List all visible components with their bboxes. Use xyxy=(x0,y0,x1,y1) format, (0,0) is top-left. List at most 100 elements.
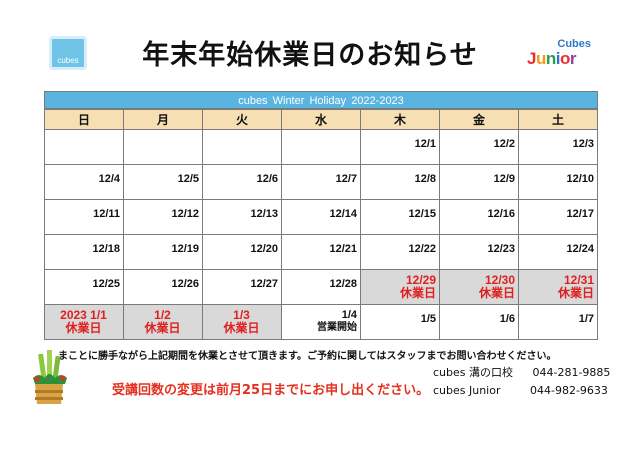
calendar-day-holiday: 1/3 休業日 xyxy=(202,304,282,340)
day-date: 12/14 xyxy=(329,208,357,220)
calendar-table: 日月火水木金土 12/1 12/2 12/3 12/4 12/5 12/6 12/7 12/8… xyxy=(44,109,598,340)
calendar-day-holiday: 2023 1/1 休業日 xyxy=(44,304,124,340)
calendar-week-row: 12/18 12/19 12/20 12/21 12/22 12/23 12/24 xyxy=(44,234,598,270)
day-date: 12/6 xyxy=(256,173,278,185)
cubes-junior-logo: Cubes Junior xyxy=(527,38,597,74)
calendar-day: 12/17 xyxy=(518,199,598,235)
calendar-week-row: 12/11 12/12 12/13 12/14 12/15 12/16 12/17 xyxy=(44,199,598,235)
kadomatsu-icon xyxy=(33,350,67,404)
calendar-day: 12/10 xyxy=(518,164,598,200)
junior-letter: r xyxy=(569,49,577,68)
calendar-day: 1/5 xyxy=(360,304,440,340)
calendar-day: 12/8 xyxy=(360,164,440,200)
day-date: 12/3 xyxy=(572,138,594,150)
day-date: 12/2 xyxy=(493,138,515,150)
page-title: 年末年始休業日のお知らせ xyxy=(142,40,478,71)
weekday-header-cell: 木 xyxy=(360,109,440,130)
calendar-day: 12/14 xyxy=(281,199,361,235)
calendar-day: 12/13 xyxy=(202,199,282,235)
calendar-day: 12/25 xyxy=(44,269,124,305)
weekday-header-cell: 月 xyxy=(123,109,203,130)
calendar-day: 12/18 xyxy=(44,234,124,270)
day-date: 12/22 xyxy=(408,243,436,255)
day-date: 12/12 xyxy=(171,208,199,220)
weekday-header-cell: 金 xyxy=(439,109,519,130)
calendar-day-holiday: 1/2 休業日 xyxy=(123,304,203,340)
day-date: 12/20 xyxy=(250,243,278,255)
reopen-label: 営業開始 xyxy=(317,322,357,333)
calendar-day: 12/1 xyxy=(360,129,440,165)
calendar-week-row: 2023 1/1 休業日 1/2 休業日 1/3 休業日 1/4 営業開始 1/5 1/6 1/7 xyxy=(44,304,598,340)
day-date: 12/15 xyxy=(408,208,436,220)
contact-mizonokuchi: cubes 溝の口校 044-281-9885 xyxy=(433,364,610,380)
weekday-header-cell: 日 xyxy=(44,109,124,130)
day-date: 12/1 xyxy=(414,138,436,150)
calendar-day: 12/2 xyxy=(439,129,519,165)
day-date: 12/17 xyxy=(566,208,594,220)
calendar-day: 12/9 xyxy=(439,164,519,200)
calendar-day: 12/4 xyxy=(44,164,124,200)
cubes-logo-text: cubes xyxy=(57,56,79,65)
day-date: 12/16 xyxy=(487,208,515,220)
calendar-body: 12/1 12/2 12/3 12/4 12/5 12/6 12/7 12/8 12/9 12/1… xyxy=(44,129,598,340)
cubes-junior-logo-top: Cubes xyxy=(557,38,591,50)
calendar-day: 12/28 xyxy=(281,269,361,305)
day-date: 12/29 xyxy=(405,273,436,287)
day-date: 2023 1/1 xyxy=(60,308,107,322)
holiday-calendar: cubes Winter Holiday 2022-2023 日月火水木金土 1… xyxy=(44,91,598,340)
day-date xyxy=(47,131,120,139)
day-date: 1/2 xyxy=(154,308,171,322)
closure-notice: まことに勝手ながら上記期間を休業とさせて頂きます。ご予約に関してはスタッフまでお… xyxy=(58,351,557,362)
calendar-week-row: 12/1 12/2 12/3 xyxy=(44,129,598,165)
calendar-day: 12/23 xyxy=(439,234,519,270)
calendar-day: 12/15 xyxy=(360,199,440,235)
calendar-day: 12/16 xyxy=(439,199,519,235)
calendar-day xyxy=(202,129,282,165)
day-date: 1/6 xyxy=(499,313,515,325)
day-date: 1/5 xyxy=(420,313,436,325)
day-date: 12/4 xyxy=(98,173,120,185)
junior-letter: u xyxy=(535,49,546,68)
day-date: 12/27 xyxy=(250,278,278,290)
holiday-label: 休業日 xyxy=(557,286,594,300)
day-date: 12/11 xyxy=(93,208,120,220)
calendar-day: 12/21 xyxy=(281,234,361,270)
calendar-day: 1/4 営業開始 xyxy=(281,304,361,340)
calendar-day-holiday: 12/31 休業日 xyxy=(518,269,598,305)
calendar-day: 12/3 xyxy=(518,129,598,165)
day-date: 12/7 xyxy=(335,173,357,185)
contact-name: cubes 溝の口校 xyxy=(433,366,513,379)
calendar-day: 1/7 xyxy=(518,304,598,340)
weekday-header-cell: 土 xyxy=(518,109,598,130)
calendar-day: 12/26 xyxy=(123,269,203,305)
calendar-week-row: 12/25 12/26 12/27 12/28 12/29 休業日 12/30 休業日 12/3… xyxy=(44,269,598,305)
day-date: 12/9 xyxy=(493,173,515,185)
junior-letter: i xyxy=(555,49,561,68)
contact-phone: 044-982-9633 xyxy=(530,384,608,397)
day-date: 12/25 xyxy=(92,278,120,290)
junior-letter: o xyxy=(559,49,570,68)
calendar-day xyxy=(44,129,124,165)
calendar-day: 12/11 xyxy=(44,199,124,235)
day-date: 1/3 xyxy=(233,308,250,322)
junior-letter: n xyxy=(545,49,556,68)
day-date: 12/10 xyxy=(566,173,594,185)
holiday-label: 休業日 xyxy=(65,321,102,335)
weekday-header-row: 日月火水木金土 xyxy=(44,109,598,130)
day-date: 12/24 xyxy=(566,243,594,255)
day-date: 12/23 xyxy=(487,243,515,255)
calendar-day: 12/24 xyxy=(518,234,598,270)
day-date xyxy=(126,131,199,139)
day-date: 12/30 xyxy=(484,273,515,287)
day-date: 12/13 xyxy=(250,208,278,220)
calendar-day: 12/12 xyxy=(123,199,203,235)
holiday-label: 休業日 xyxy=(223,321,260,335)
day-date: 12/31 xyxy=(563,273,594,287)
holiday-label: 休業日 xyxy=(144,321,181,335)
holiday-label: 休業日 xyxy=(478,286,515,300)
calendar-day: 12/7 xyxy=(281,164,361,200)
day-date: 1/7 xyxy=(578,313,594,325)
day-date: 1/4 xyxy=(341,309,357,321)
calendar-day xyxy=(281,129,361,165)
day-date: 12/5 xyxy=(177,173,199,185)
